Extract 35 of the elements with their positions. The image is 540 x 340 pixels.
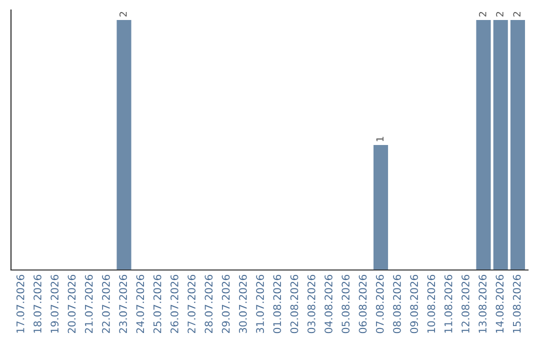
data-label: 2 [119,12,127,17]
x-tick-label: 03.08.2026 [307,274,316,334]
x-tick-label: 20.07.2026 [68,274,76,334]
x-tick-label: 06.08.2026 [358,274,367,334]
x-tick-label: 12.08.2026 [462,274,470,333]
x-tick-label: 13.08.2026 [478,274,487,333]
x-tick-label: 08.08.2026 [393,274,401,334]
x-tick-label: 07.08.2026 [376,274,384,334]
x-tick-label: 04.08.2026 [324,274,332,334]
x-tick-label: 23.07.2026 [119,274,128,334]
x-tick-label: 14.08.2026 [496,274,504,333]
x-tick-label: 18.07.2026 [34,274,42,333]
x-tick-label: 30.07.2026 [238,274,247,334]
x-tick-label: 26.07.2026 [170,274,178,334]
x-tick-label: 31.07.2026 [256,274,264,334]
x-tick-label: 11.08.2026 [444,274,452,333]
x-tick-label: 02.08.2026 [290,274,298,334]
data-label: 1 [376,136,384,142]
x-tick-label: 24.07.2026 [136,274,144,334]
x-tick-label: 01.08.2026 [273,274,282,334]
x-tick-label: 09.08.2026 [410,274,418,334]
x-tick-label: 05.08.2026 [342,274,350,334]
x-tick-label: 21.07.2026 [84,274,93,334]
x-tick-label: 29.07.2026 [222,274,230,334]
x-tick-label: 28.07.2026 [204,274,213,334]
x-tick-label: 17.07.2026 [16,274,24,333]
data-label: 2 [478,12,486,17]
x-tick-label: 22.07.2026 [102,274,110,334]
data-label: 2 [513,12,520,17]
x-tick-label: 15.08.2026 [512,274,521,333]
x-tick-label: 10.08.2026 [427,274,436,333]
x-tick-label: 27.07.2026 [188,274,196,334]
x-tick-label: 25.07.2026 [153,274,162,334]
x-tick-label: 19.07.2026 [50,274,59,333]
data-label: 2 [496,12,504,17]
